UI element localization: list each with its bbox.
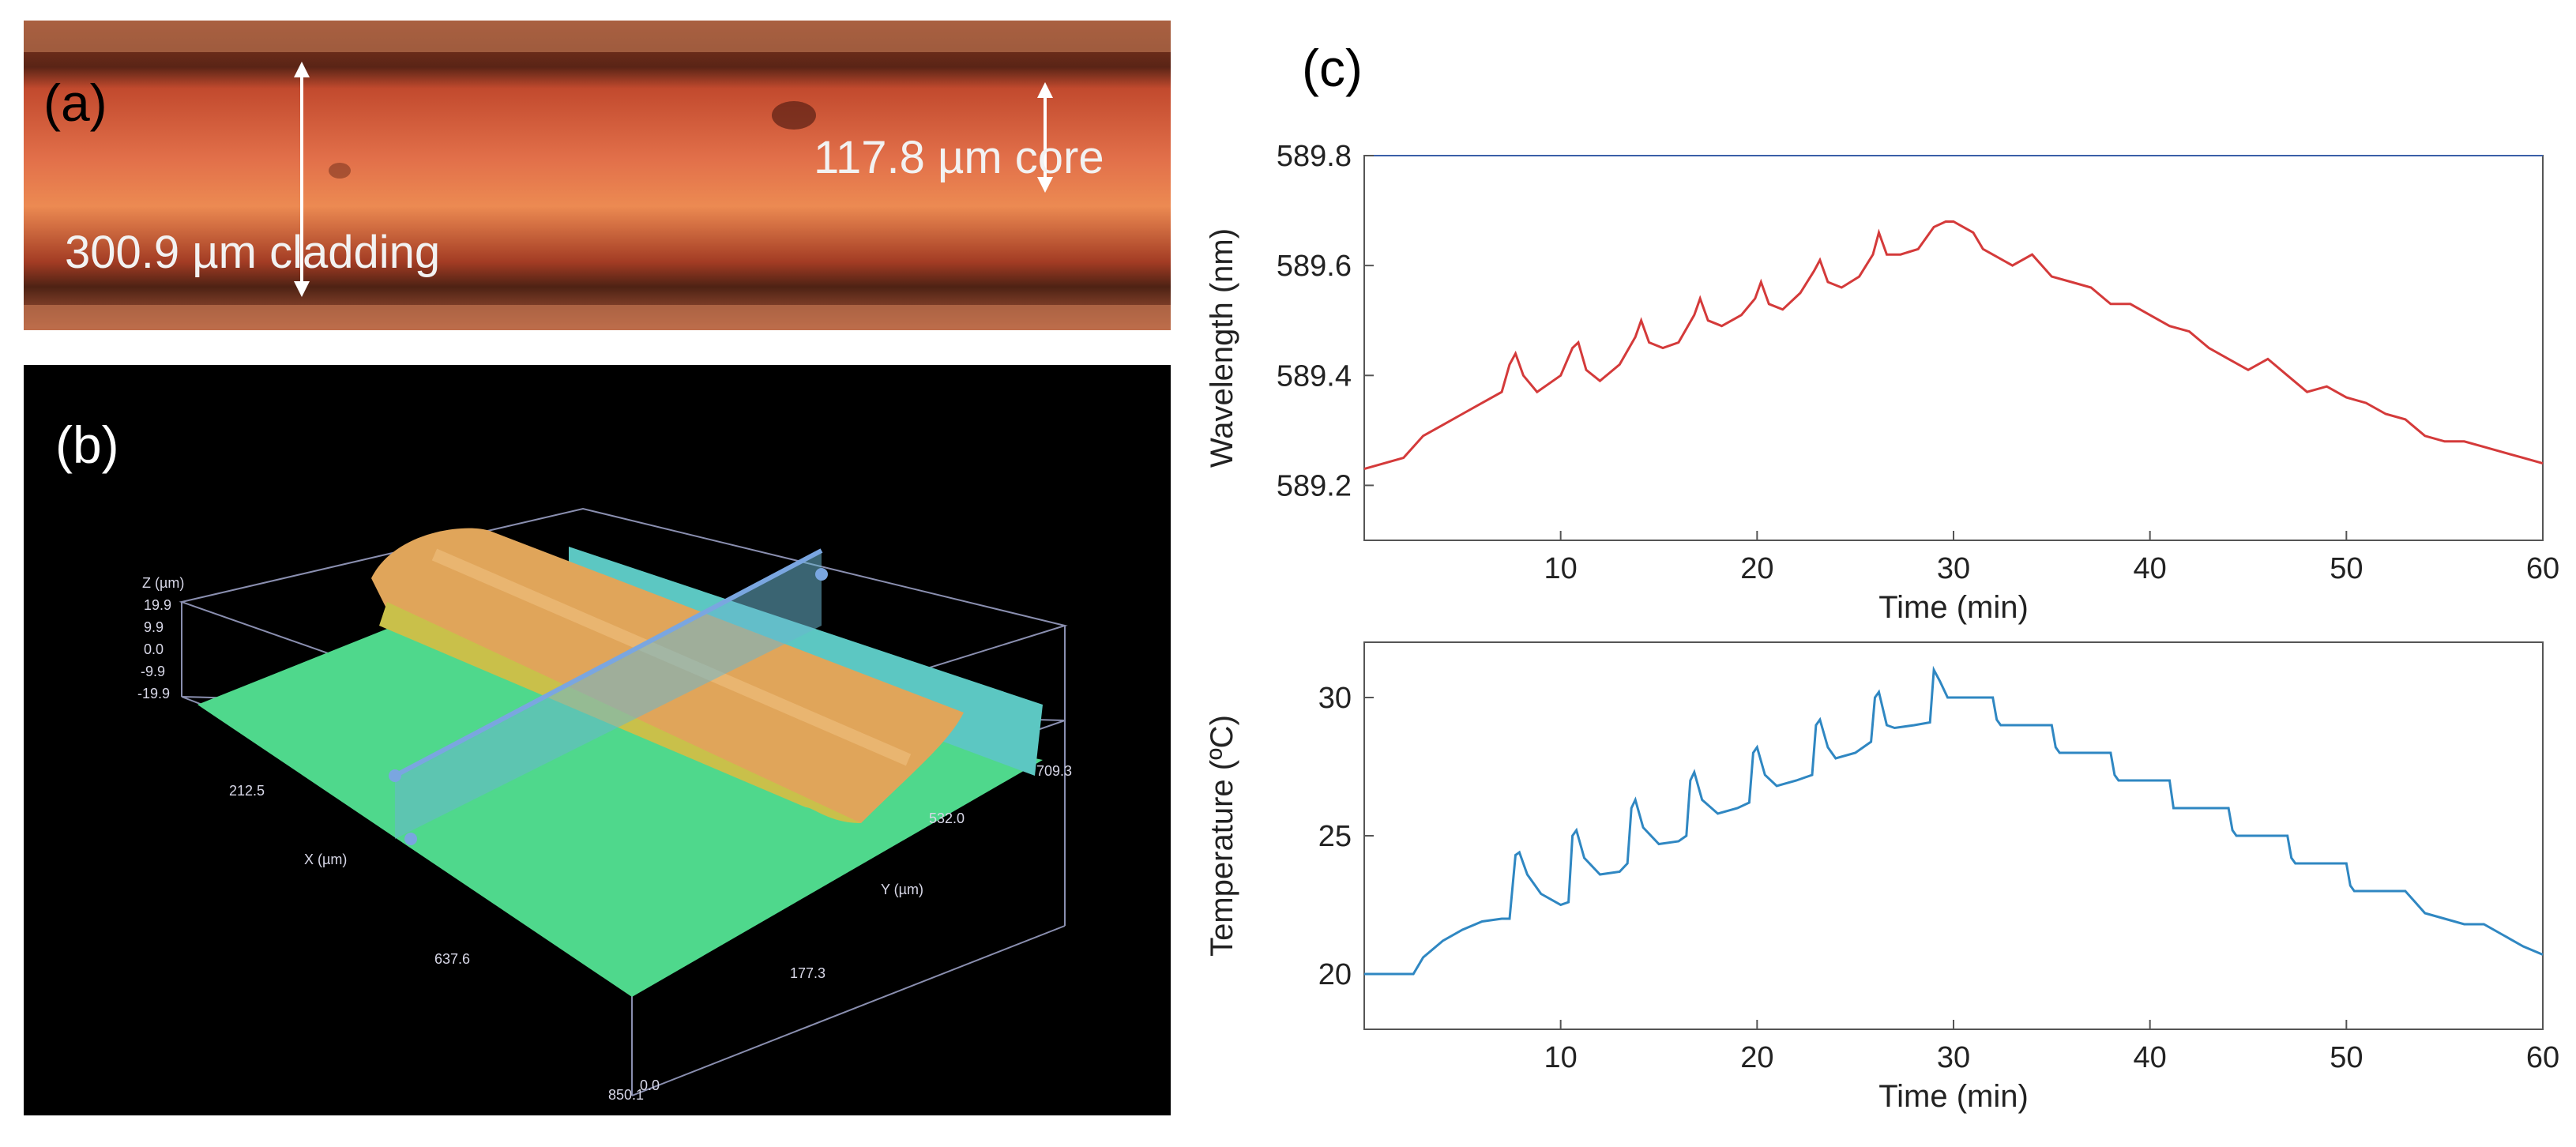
- x-tick: 637.6: [434, 951, 470, 967]
- x-tick: 212.5: [229, 783, 265, 799]
- x-tick-label: 20: [1740, 552, 1773, 585]
- y-tick: 709.3: [1036, 763, 1072, 779]
- x-tick: 850.1: [608, 1087, 644, 1103]
- y-tick-label: 589.8: [1277, 140, 1352, 173]
- x-tick-label: 40: [2134, 1041, 2167, 1074]
- cladding-annotation: 300.9 µm cladding: [65, 227, 441, 278]
- z-tick: -9.9: [141, 664, 165, 679]
- y-tick: 177.3: [790, 965, 825, 981]
- x-axis-label: Time (min): [1878, 590, 2029, 625]
- surface-profile-graphic: Z (µm) 19.9 9.9 0.0 -9.9 -19.9 212.5 X (…: [137, 507, 1072, 1103]
- core-annotation: 117.8 µm core: [814, 132, 1104, 183]
- z-tick: 0.0: [144, 641, 164, 657]
- x-axis-label: X (µm): [304, 852, 347, 867]
- fiber-photo-graphic: [24, 21, 1171, 330]
- y-tick-label: 25: [1318, 820, 1352, 853]
- z-axis-label: Z (µm): [142, 575, 184, 591]
- x-tick-label: 30: [1937, 1041, 1970, 1074]
- chart-svg: 10 20 30 40 50 60 589.2 589.4 589.6 589.8 Time (mi…: [1205, 140, 2559, 1114]
- x-axis-label: Time (min): [1878, 1079, 2029, 1114]
- z-tick: 19.9: [144, 597, 171, 613]
- panel-label-c: (c): [1302, 39, 1363, 97]
- surface-profile-3d: Z (µm) 19.9 9.9 0.0 -9.9 -19.9 212.5 X (…: [24, 365, 1171, 1115]
- y-tick-label: 30: [1318, 682, 1352, 715]
- x-tick-label: 20: [1740, 1041, 1773, 1074]
- plot-frame-2: [1363, 641, 2544, 1030]
- y-tick-label: 589.2: [1277, 469, 1352, 502]
- y-axis-label: Y (µm): [881, 882, 923, 897]
- z-tick: 9.9: [144, 619, 164, 635]
- y-tick-label: 589.6: [1277, 250, 1352, 283]
- x-tick-label: 60: [2526, 552, 2559, 585]
- x-tick-label: 30: [1937, 552, 1970, 585]
- y-tick-label: 589.4: [1277, 359, 1352, 393]
- temperature-series-line: [1364, 665, 2544, 976]
- x-tick-label: 40: [2134, 552, 2167, 585]
- plot-frame-1: [1363, 155, 2544, 541]
- x-tick-label: 50: [2330, 1041, 2363, 1074]
- x-tick-label: 50: [2330, 552, 2363, 585]
- y-axis-label: Wavelength (nm): [1205, 228, 1239, 468]
- y-tick-label: 20: [1318, 958, 1352, 991]
- z-tick: -19.9: [137, 686, 170, 701]
- wavelength-series-line: [1363, 220, 2544, 471]
- y-tick: 0.0: [640, 1077, 660, 1093]
- wavelength-temperature-charts: 10 20 30 40 50 60 589.2 589.4 589.6 589.8 Time (mi…: [1185, 0, 2576, 1143]
- x-tick-label: 10: [1544, 1041, 1578, 1074]
- x-tick-label: 60: [2526, 1041, 2559, 1074]
- panel-label-a: (a): [43, 73, 107, 132]
- y-tick: 532.0: [929, 810, 965, 826]
- fiber-microscope-photo: 300.9 µm cladding 117.8 µm core: [24, 21, 1171, 330]
- x-tick-label: 10: [1544, 552, 1578, 585]
- y-axis-label: Temperature (ºC): [1205, 715, 1239, 957]
- panel-label-b: (b): [55, 416, 119, 474]
